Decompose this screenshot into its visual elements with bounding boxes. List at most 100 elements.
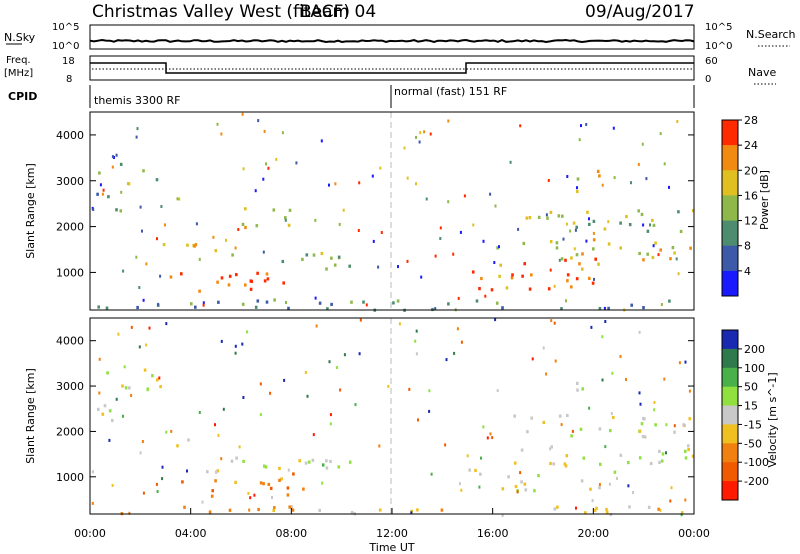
- velocity-ylabel: Slant Range [km]: [24, 368, 37, 464]
- data-cell: [466, 454, 469, 458]
- data-cell: [187, 438, 190, 442]
- data-cell: [565, 299, 567, 303]
- data-cell: [671, 246, 675, 250]
- data-cell: [263, 129, 266, 133]
- data-cell: [194, 243, 198, 247]
- nave-tick-bottom: 0: [705, 74, 711, 85]
- data-cell: [141, 229, 143, 233]
- power-panel: 1000 2000 3000 4000 Slant Range [km]: [24, 111, 695, 312]
- data-cell: [159, 385, 162, 389]
- data-cell: [484, 294, 487, 298]
- data-cell: [517, 227, 520, 231]
- data-cell: [181, 480, 184, 484]
- data-cell: [524, 488, 528, 492]
- data-cell: [92, 470, 94, 474]
- data-cell: [638, 251, 641, 256]
- y-tick-label: 1000: [56, 266, 84, 279]
- data-cell: [691, 454, 695, 458]
- data-cell: [278, 478, 281, 482]
- data-cell: [338, 222, 341, 226]
- data-cell: [659, 508, 662, 512]
- data-cell: [607, 306, 610, 310]
- data-cell: [554, 359, 557, 363]
- data-cell: [273, 298, 276, 302]
- data-cell: [302, 487, 305, 491]
- data-cell: [566, 413, 569, 418]
- date-label: 09/Aug/2017: [585, 2, 695, 22]
- data-cell: [217, 300, 220, 304]
- data-cell: [291, 508, 295, 512]
- data-cell: [659, 248, 662, 252]
- data-cell: [688, 417, 692, 421]
- power-ylabel: Slant Range [km]: [24, 163, 37, 259]
- data-cell: [585, 123, 588, 126]
- colorbar-segment: [722, 245, 738, 272]
- data-cell: [237, 228, 240, 231]
- data-cell: [537, 474, 540, 478]
- data-cell: [396, 299, 400, 303]
- data-cell: [198, 257, 201, 261]
- data-cell: [145, 262, 148, 266]
- data-cell: [212, 235, 215, 239]
- data-cell: [311, 458, 315, 462]
- data-cell: [190, 302, 193, 306]
- data-cell: [588, 276, 591, 280]
- data-cell: [684, 360, 687, 364]
- data-cell: [489, 432, 492, 436]
- data-cell: [475, 299, 479, 303]
- colorbar-tick-label: 15: [744, 400, 758, 413]
- data-cell: [350, 300, 353, 304]
- data-cell: [576, 381, 579, 385]
- data-cell: [478, 287, 481, 291]
- data-cell: [298, 459, 301, 463]
- data-cell: [482, 239, 485, 243]
- data-cell: [228, 274, 232, 278]
- colorbar-segment: [722, 386, 738, 407]
- data-cell: [687, 444, 690, 448]
- data-cell: [130, 325, 133, 329]
- data-cell: [601, 335, 604, 339]
- data-cell: [619, 221, 622, 225]
- data-cell: [505, 286, 509, 290]
- data-cell: [582, 456, 586, 460]
- data-cell: [680, 511, 684, 515]
- data-cell: [265, 300, 269, 304]
- data-cell: [546, 216, 549, 220]
- colorbar-tick-label: 8: [744, 240, 751, 253]
- data-cell: [425, 197, 428, 201]
- data-cell: [553, 507, 557, 511]
- data-cell: [570, 256, 573, 260]
- data-cell: [156, 490, 159, 493]
- data-cell: [572, 221, 576, 225]
- data-cell: [220, 132, 223, 136]
- data-cell: [169, 275, 173, 279]
- data-cell: [678, 361, 681, 365]
- data-cell: [281, 131, 284, 135]
- data-cell: [241, 302, 245, 306]
- data-cell: [272, 508, 275, 512]
- data-cell: [616, 476, 618, 480]
- data-cell: [659, 132, 662, 136]
- colorbar-tick-label: 20: [744, 164, 758, 177]
- data-cell: [265, 272, 269, 276]
- data-cell: [202, 303, 205, 307]
- data-cell: [96, 192, 99, 196]
- data-cell: [329, 459, 332, 464]
- data-cell: [501, 514, 504, 517]
- data-cell: [180, 272, 183, 276]
- data-cell: [601, 378, 604, 382]
- data-cell: [670, 486, 673, 490]
- data-cell: [471, 270, 475, 274]
- data-cell: [262, 482, 265, 486]
- x-tick-label: 04:00: [175, 527, 207, 540]
- data-cell: [269, 486, 273, 490]
- data-cell: [244, 283, 247, 287]
- data-cell: [571, 429, 574, 433]
- data-cell: [607, 242, 611, 246]
- data-cell: [304, 461, 308, 465]
- data-cell: [256, 271, 259, 275]
- data-cell: [230, 459, 234, 463]
- data-cell: [576, 189, 579, 194]
- data-cell: [528, 216, 532, 220]
- y-tick-label: 2000: [56, 425, 84, 438]
